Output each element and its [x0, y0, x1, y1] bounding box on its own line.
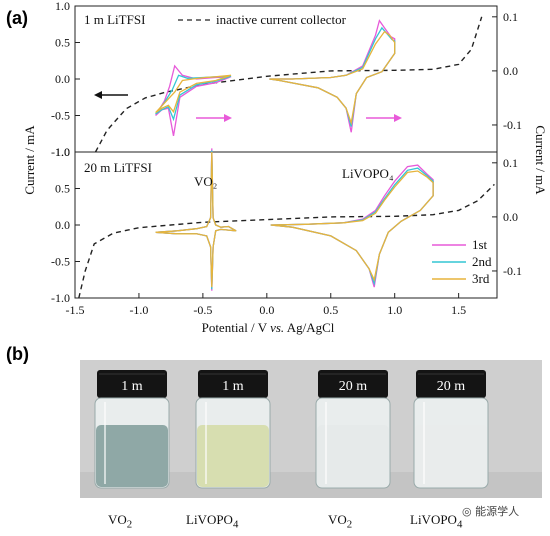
series-1st	[155, 64, 232, 137]
series-1st	[155, 148, 237, 291]
x-tick-label: 1.5	[451, 303, 466, 317]
legend-label-2nd: 2nd	[472, 254, 492, 269]
annotation-1m-litfsi: 1 m LiTFSI	[84, 12, 145, 27]
y-tick-label-left: 0.0	[55, 218, 70, 232]
vials-photo: 1 m 1 m 20 m 20 m	[80, 360, 542, 498]
series-2nd	[155, 74, 232, 122]
x-tick-label: -1.0	[129, 303, 148, 317]
vial-label-1: VO2	[108, 512, 133, 531]
y-tick-label-left: 0.0	[55, 72, 70, 86]
vial-cap	[97, 370, 167, 398]
series-2nd	[270, 167, 434, 286]
vial-liquid	[415, 425, 487, 487]
y-tick-label-right: -0.1	[503, 118, 522, 132]
series-3rd	[155, 74, 232, 114]
y-tick-label-right: 0.0	[503, 64, 518, 78]
series-3rd	[270, 170, 434, 282]
x-tick-label: 0.5	[323, 303, 338, 317]
legend-label-3rd: 3rd	[472, 271, 490, 286]
x-axis-title-vs: vs.	[270, 320, 284, 335]
series-3rd	[155, 151, 237, 288]
vial-cap	[318, 370, 388, 398]
y-tick-label-left: -1.0	[51, 291, 70, 305]
vial-liquid	[197, 425, 269, 487]
series-inactive-current-collector	[94, 16, 483, 153]
x-axis-title-part2: Ag/AgCl	[284, 320, 335, 335]
annotation-livopo4: LiVOPO₄	[342, 166, 394, 181]
vial-label-2: LiVOPO4	[186, 512, 239, 531]
series-2nd	[155, 150, 237, 290]
legend-collector-label: inactive current collector	[216, 12, 347, 27]
vial-cap-label: 1 m	[222, 379, 244, 394]
x-tick-label: -1.5	[66, 303, 85, 317]
y-tick-label-right: 0.0	[503, 210, 518, 224]
y-tick-label-left: -1.0	[51, 145, 70, 159]
vial-cap-label: 20 m	[339, 379, 368, 394]
panel-a-letter: (a)	[6, 8, 28, 28]
y-tick-label-left: 1.0	[55, 0, 70, 13]
annotation-vo2: VO₂	[194, 174, 217, 189]
arrow-right-head-2	[394, 114, 402, 122]
series-inactive-current-collector	[78, 183, 495, 299]
y-tick-label-left: -0.5	[51, 109, 70, 123]
arrow-left-head	[94, 91, 102, 99]
vial-cap-label: 20 m	[437, 379, 466, 394]
x-tick-label: 0.0	[259, 303, 274, 317]
cv-plot-area: -1.0 -0.5 0.0 0.5 1.0 -0.1 0.0 0.1 -1.0 -0.5 0.0 0.…	[51, 0, 522, 317]
vial-liquid	[96, 425, 168, 487]
y-tick-label-right: 0.1	[503, 10, 518, 24]
y-tick-label-left: 0.5	[55, 36, 70, 50]
y-tick-label-right: 0.1	[503, 156, 518, 170]
y-axis-title-right: Current / mA	[533, 125, 548, 195]
vial-label-3: VO2	[328, 512, 353, 531]
x-tick-label: -0.5	[193, 303, 212, 317]
vial-cap	[416, 370, 486, 398]
annotation-20m-litfsi: 20 m LiTFSI	[84, 160, 152, 175]
y-tick-label-left: 0.5	[55, 182, 70, 196]
y-tick-label-left: 1.0	[55, 145, 70, 159]
wechat-icon: ◎	[462, 505, 476, 518]
x-axis-title-part1: Potential / V	[202, 320, 271, 335]
vial-liquid	[317, 425, 389, 487]
series-3rd	[269, 30, 396, 126]
y-tick-label-right: -0.1	[503, 264, 522, 278]
y-tick-label-left: -0.5	[51, 255, 70, 269]
x-axis-title: Potential / V vs. Ag/AgCl	[202, 320, 335, 335]
legend-label-1st: 1st	[472, 237, 488, 252]
x-tick-label: 1.0	[387, 303, 402, 317]
series-1st	[270, 164, 434, 288]
panel-b-letter: (b)	[6, 344, 29, 364]
watermark: ◎ 能源学人	[462, 505, 520, 518]
vial-label-4: LiVOPO4	[410, 512, 463, 531]
arrow-right-head-1	[224, 114, 232, 122]
y-axis-title-left: Current / mA	[22, 125, 37, 195]
vial-cap-label: 1 m	[121, 379, 143, 394]
vial-cap	[198, 370, 268, 398]
